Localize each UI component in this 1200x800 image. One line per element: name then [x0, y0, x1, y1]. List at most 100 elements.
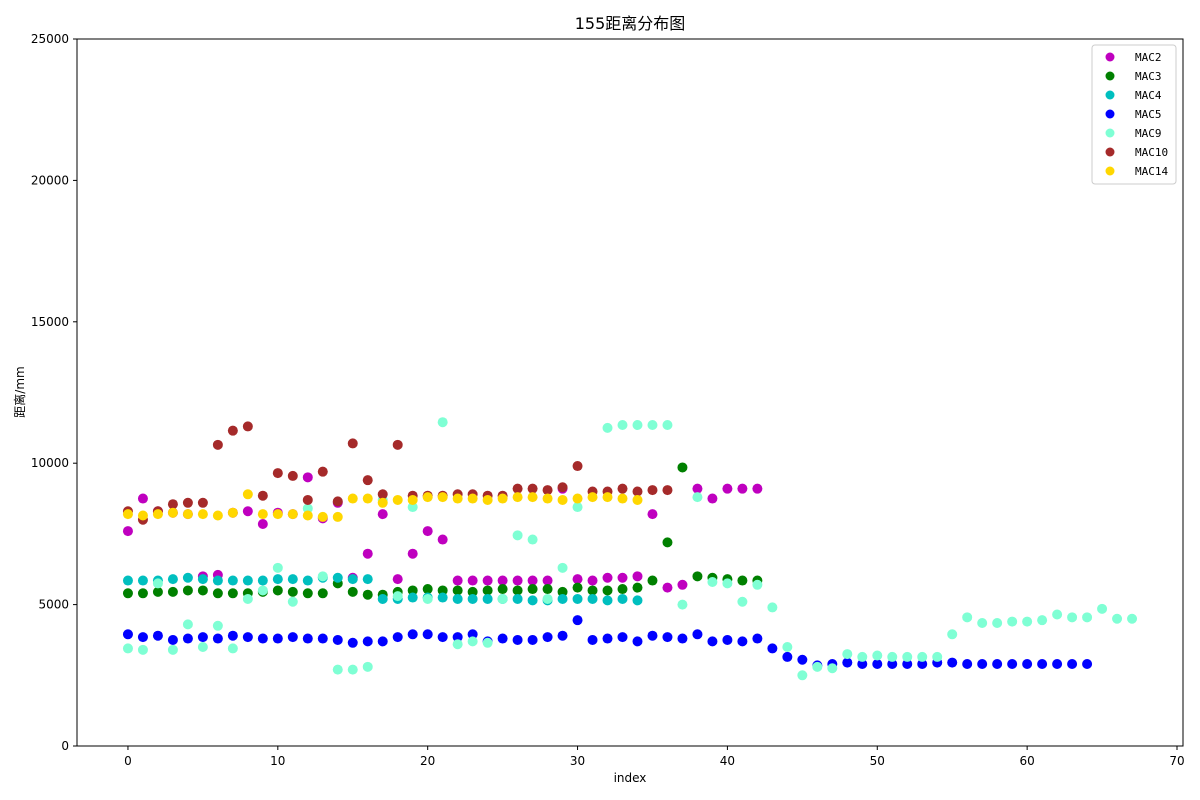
data-point — [602, 585, 613, 596]
data-point — [1022, 616, 1033, 627]
data-point — [362, 493, 373, 504]
data-point — [137, 493, 148, 504]
data-point — [197, 509, 208, 520]
data-point — [992, 617, 1003, 628]
data-point — [167, 644, 178, 655]
data-point — [1082, 612, 1093, 623]
data-point — [422, 629, 433, 640]
data-point — [632, 486, 643, 497]
data-point — [647, 509, 658, 520]
data-point — [752, 483, 763, 494]
data-point — [167, 574, 178, 585]
data-point — [1082, 658, 1093, 669]
data-point — [692, 483, 703, 494]
data-point — [467, 493, 478, 504]
data-point — [272, 574, 283, 585]
data-point — [542, 584, 553, 595]
data-point — [572, 582, 583, 593]
data-point — [302, 510, 313, 521]
data-point — [572, 502, 583, 513]
data-point — [782, 642, 793, 653]
legend-marker — [1105, 128, 1115, 138]
data-point — [182, 509, 193, 520]
data-point — [227, 643, 238, 654]
data-point — [407, 585, 418, 596]
data-point — [242, 575, 253, 586]
series-mac14 — [122, 489, 643, 522]
data-point — [212, 510, 223, 521]
data-point — [272, 562, 283, 573]
data-point — [182, 585, 193, 596]
data-point — [512, 585, 523, 596]
data-point — [947, 657, 958, 668]
data-point — [212, 633, 223, 644]
x-axis: 0 10 20 30 40 50 60 70 — [124, 746, 1185, 768]
data-point — [902, 651, 913, 662]
data-point — [527, 492, 538, 503]
data-point — [137, 575, 148, 586]
legend-marker — [1105, 147, 1115, 157]
series-mac10 — [122, 421, 673, 525]
data-point — [227, 425, 238, 436]
data-point — [632, 582, 643, 593]
data-point — [512, 530, 523, 541]
y-tick-label: 5000 — [38, 598, 69, 612]
data-point — [437, 632, 448, 643]
data-point — [947, 629, 958, 640]
data-point — [167, 499, 178, 510]
data-point — [692, 629, 703, 640]
data-point — [512, 634, 523, 645]
data-point — [737, 636, 748, 647]
data-point — [572, 593, 583, 604]
data-point — [122, 643, 133, 654]
data-point — [437, 592, 448, 603]
data-point — [407, 502, 418, 513]
data-point — [377, 509, 388, 520]
chart-title: 155距离分布图 — [575, 14, 686, 33]
data-point — [737, 575, 748, 586]
data-point — [677, 462, 688, 473]
data-point — [842, 649, 853, 660]
data-point — [212, 620, 223, 631]
data-point — [122, 629, 133, 640]
data-point — [842, 657, 853, 668]
x-tick-label: 20 — [420, 754, 435, 768]
data-point — [1052, 658, 1063, 669]
data-point — [467, 629, 478, 640]
data-point — [182, 633, 193, 644]
data-point — [542, 632, 553, 643]
x-tick-label: 70 — [1169, 754, 1184, 768]
data-point — [1007, 658, 1018, 669]
y-tick-label: 20000 — [31, 173, 69, 187]
data-point — [587, 585, 598, 596]
data-point — [617, 572, 628, 583]
data-point — [917, 651, 928, 662]
data-point — [122, 575, 133, 586]
y-tick-label: 15000 — [31, 315, 69, 329]
data-point — [707, 636, 718, 647]
data-point — [662, 582, 673, 593]
data-point — [737, 483, 748, 494]
data-point — [332, 572, 343, 583]
data-point — [587, 492, 598, 503]
data-point — [662, 420, 673, 431]
data-point — [437, 492, 448, 503]
data-point — [497, 584, 508, 595]
y-tick-label: 10000 — [31, 456, 69, 470]
data-point — [647, 420, 658, 431]
data-point — [527, 534, 538, 545]
data-point — [197, 642, 208, 653]
data-point — [197, 574, 208, 585]
legend-marker — [1105, 52, 1115, 62]
data-point — [392, 494, 403, 505]
data-point — [482, 494, 493, 505]
data-point — [422, 492, 433, 503]
data-point — [557, 562, 568, 573]
data-point — [542, 593, 553, 604]
legend-label: MAC3 — [1135, 70, 1162, 83]
data-point — [377, 636, 388, 647]
data-point — [1067, 658, 1078, 669]
data-point — [212, 575, 223, 586]
data-point — [227, 588, 238, 599]
